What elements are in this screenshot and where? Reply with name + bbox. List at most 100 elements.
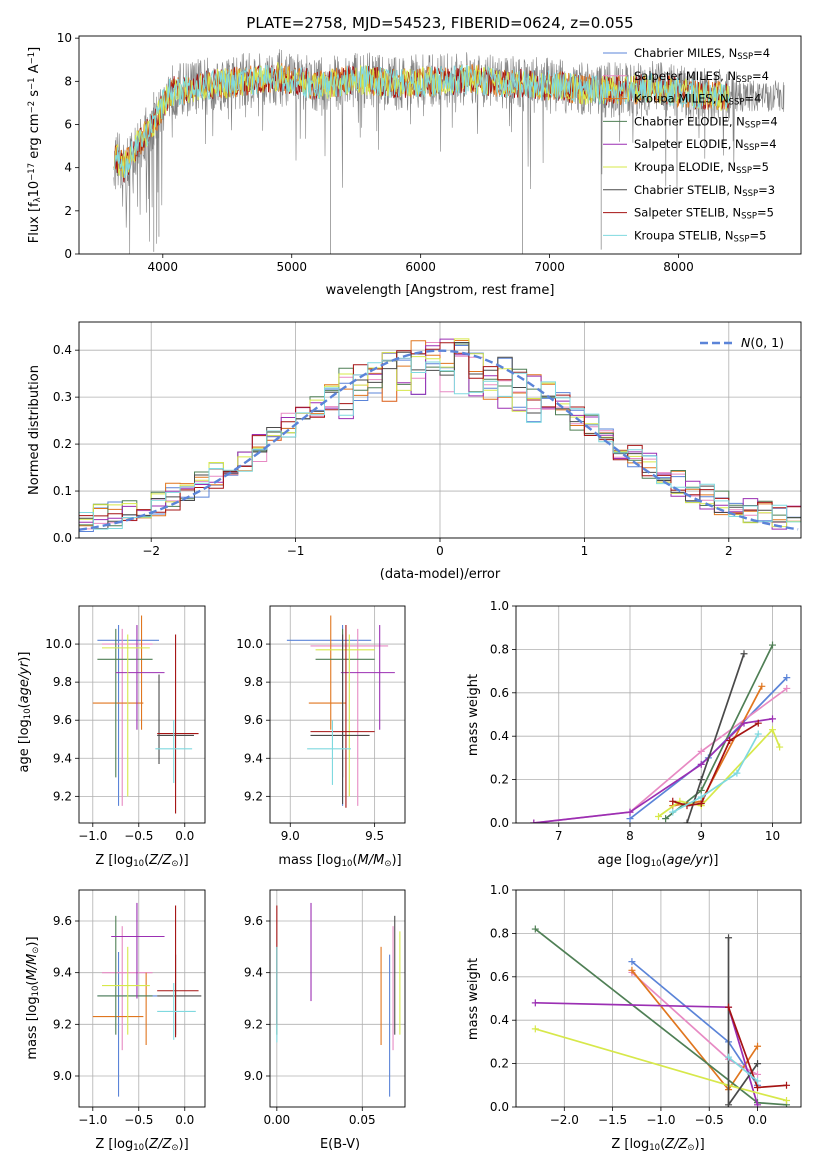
weight-line-kroupa_stelib [672,733,760,813]
weight-marker-salpeter_stelib [726,737,734,745]
legend-label-chabrier_miles: Chabrier MILES, NSSP=4 [634,46,770,62]
axes-age_vs_mass: 9.0 9.5 9.2 9.4 9.6 9.8 10.0 [236,605,406,843]
y-tick-label: 9.0 [244,1069,263,1083]
label-part: )] [695,1137,705,1152]
y-tick-label: 10.0 [45,637,72,651]
legend-label-kroupa_elodie: Kroupa ELODIE, NSSP=5 [634,160,769,176]
label-part: Kroupa ELODIE, N [634,160,736,174]
weight-marker-chabrier_miles [628,958,636,966]
label-part: Z [log [611,1137,649,1152]
y-tick-label: 10 [57,31,72,45]
label-part: Kroupa MILES, N [634,92,729,106]
weight-marker-salpeter_elodie [740,719,748,727]
weight-marker-salpeter_stelib [669,797,677,805]
mass-vs-Z-y-label: mass [log10(M/M⊙)] [25,936,41,1059]
x-tick-label: 9 [697,829,705,843]
mass-vs-ebv-x-label: E(B-V) [320,1137,360,1152]
weight-marker-salpeter_elodie [769,715,776,723]
residuals-y-label: Normed distribution [27,365,42,495]
x-tick-label: −0.5 [695,1113,724,1127]
y-tick-label: 9.0 [53,1069,72,1083]
x-tick-label: 7000 [534,260,565,274]
y-tick-label: 9.6 [244,713,263,727]
axes-weight_vs_age: 7 8 9 10 0.0 0.2 0.4 0.6 0.8 1.0 [490,599,802,843]
label-part: Salpeter ELODIE, N [634,137,744,151]
y-tick-label: 0.4 [53,343,72,357]
weight-vs-age-y-label: mass weight [466,674,481,756]
plot-area-mass_vs_ebv [270,890,405,1107]
x-tick-label: 0.0 [748,1113,767,1127]
residuals-x-label: (data-model)/error [380,567,501,582]
label-part: N [741,335,751,350]
y-tick-label: 9.8 [53,675,72,689]
axes-mass_vs_ebv: 0.00 0.05 9.0 9.2 9.4 9.6 [244,889,406,1127]
legend-label-kroupa_stelib: Kroupa STELIB, NSSP=5 [634,228,766,244]
x-tick-label: 5000 [276,260,307,274]
label-part: =4 [744,92,761,106]
y-tick-label: 0.8 [490,926,509,940]
weight-vs-Z-x-label: Z [log10(Z/Z⊙)] [611,1137,704,1153]
weight-marker-kroupa_stelib [725,1053,733,1061]
plot-area-age_vs_mass [270,606,405,823]
plot-area-residuals [79,322,801,538]
weight-line-chabrier_stelib [686,653,745,823]
legend-label-salpeter_elodie: Salpeter ELODIE, NSSP=4 [634,137,777,153]
label-part: Z/Z [148,1137,172,1152]
y-tick-label: 0.1 [53,484,72,498]
y-tick-label: 0.2 [490,773,509,787]
weight-marker-salpeter_stelib [725,1003,733,1011]
x-tick-label: 0.0 [175,1113,194,1127]
label-part: mass [log [25,996,40,1059]
label-part: Kroupa STELIB, N [634,228,734,242]
weight-line-salpeter_elodie [535,1001,759,1106]
weight-marker-chabrier_elodie [662,815,670,823]
weight-marker-kroupa_miles [754,1042,762,1050]
label-part: ⊙ [384,859,391,869]
y-tick-label: 1.0 [490,883,509,897]
weight-line-salpeter_miles [631,971,758,1076]
plot-area-spectrum [113,49,785,254]
label-part: SSP [729,98,745,108]
label-part: erg cm [27,113,42,162]
label-part: ( [25,980,40,985]
plot-area-mass_vs_Z [79,890,205,1107]
label-part: Chabrier ELODIE, N [634,114,745,128]
axes-age_vs_Z: −1.0 −0.5 0.0 9.2 9.4 9.6 9.8 10.0 [45,605,206,843]
label-part: −1 [27,77,37,90]
axes-weight_vs_Z: −2.0 −1.5 −1.0 −0.5 0.0 0.0 0.2 0.4 0.6 0.8 1.0 [490,883,802,1127]
label-part: ( [144,853,149,868]
age-vs-Z-x-label: Z [log10(Z/Z⊙)] [95,853,188,869]
weight-marker-kroupa_elodie [769,726,776,734]
label-part: )] [391,853,401,868]
weight-marker-chabrier_stelib [697,776,705,784]
label-part: −2 [27,101,37,114]
x-tick-label: 7 [555,829,563,843]
weight-marker-chabrier_stelib [683,819,691,823]
weight-marker-salpeter_elodie [754,1101,762,1107]
label-part: )] [179,1137,189,1152]
spectrum-x-label: wavelength [Angstrom, rest frame] [326,283,555,298]
y-tick-label: 0.4 [490,729,509,743]
label-part: age/yr [17,660,32,703]
label-part: ( [660,1137,665,1152]
x-tick-label: 6000 [405,260,436,274]
x-tick-label: −1.0 [646,1113,675,1127]
label-part: ⊙ [687,1143,694,1153]
label-part: 10 [31,986,41,997]
weight-marker-kroupa_stelib [669,808,677,816]
label-part: λ [33,197,43,202]
y-tick-label: 9.2 [244,789,263,803]
weight-marker-salpeter_miles [783,684,791,692]
y-tick-label: 9.4 [244,966,263,980]
legend-label-normal: N(0, 1) [741,335,784,350]
label-part: ] [27,47,42,52]
label-part: )] [179,853,189,868]
age-vs-mass-x-label: mass [log10(M/M⊙)] [278,853,401,869]
y-tick-label: 9.2 [244,1017,263,1031]
weight-marker-salpeter_stelib [754,719,762,727]
y-tick-label: 8 [64,74,72,88]
x-tick-label: 0 [436,544,444,558]
y-tick-label: 9.4 [53,751,72,765]
weight-marker-chabrier_elodie [697,786,705,794]
axes-frame [78,605,206,824]
